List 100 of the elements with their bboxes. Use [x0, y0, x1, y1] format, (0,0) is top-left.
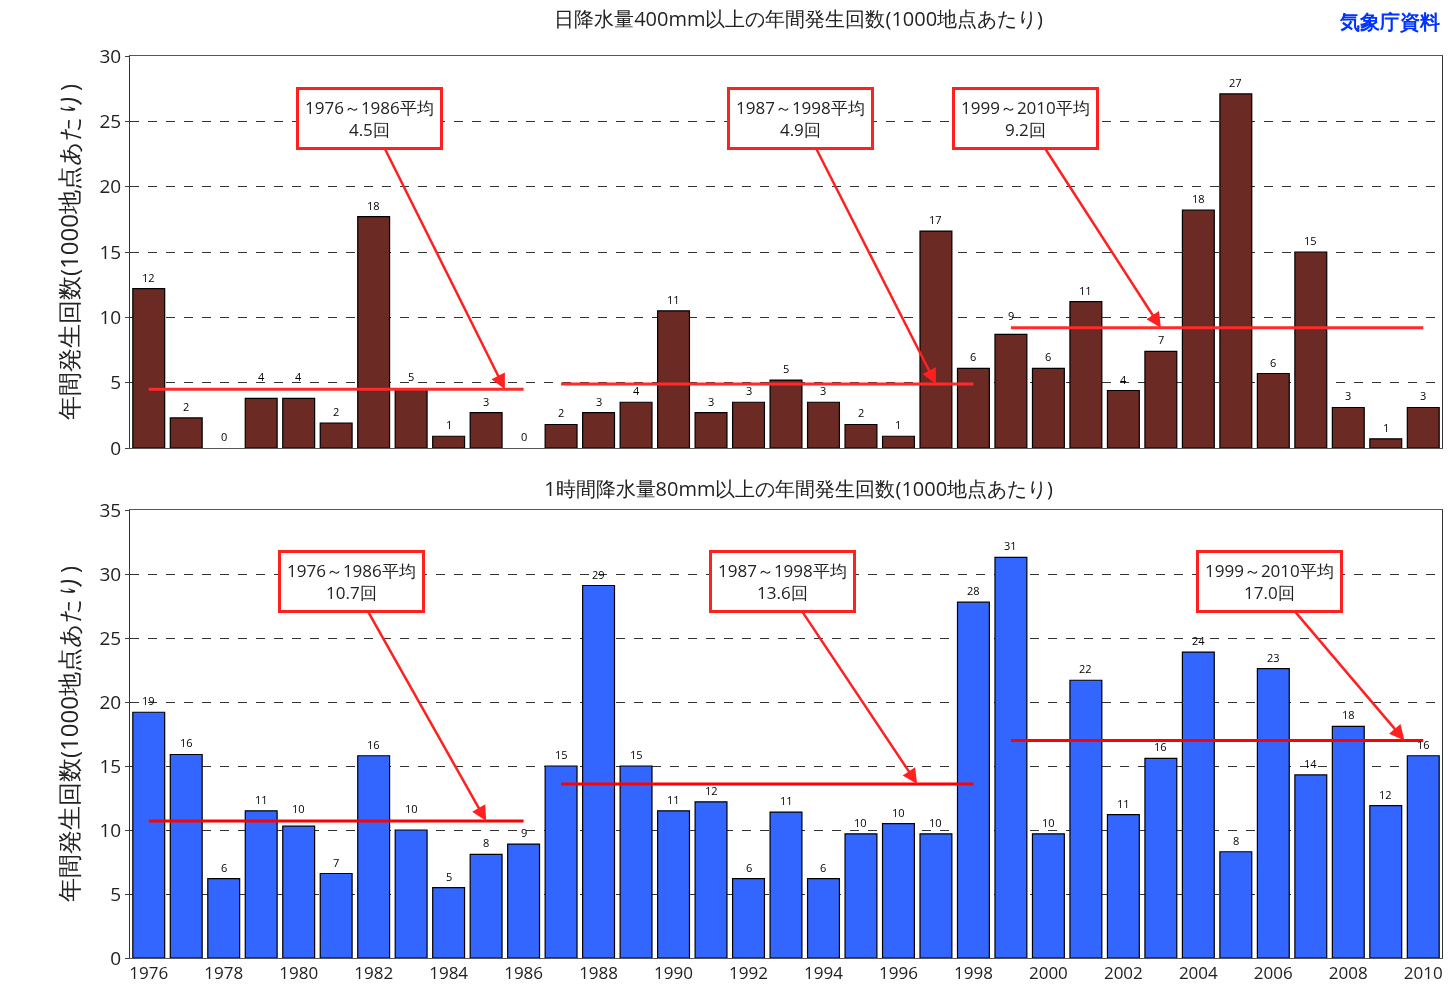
bar: [1031, 367, 1065, 448]
x-tick-label: 2006: [1253, 961, 1293, 985]
bar: [694, 412, 728, 448]
bar: [244, 397, 278, 448]
bar: [1369, 805, 1403, 958]
bar: [432, 435, 466, 448]
x-tick-label: 2010: [1403, 961, 1443, 985]
bar: [282, 397, 316, 448]
bar: [1406, 406, 1440, 448]
bar: [544, 423, 578, 448]
data-label: 4: [633, 383, 640, 398]
data-label: 2: [858, 405, 865, 420]
x-tick-label: 1986: [504, 961, 544, 985]
bar: [731, 401, 766, 448]
data-label: 12: [705, 783, 718, 798]
bar: [1294, 251, 1328, 448]
bar: [956, 601, 990, 958]
y-tick-label: 15: [99, 238, 122, 265]
y-tick-label: 10: [99, 816, 122, 843]
bar: [319, 872, 353, 958]
bar: [1331, 725, 1365, 958]
data-label: 2: [183, 399, 190, 414]
data-label: 9: [1008, 308, 1015, 323]
y-tick-label: 0: [110, 944, 122, 971]
bar: [844, 833, 878, 958]
bar: [282, 825, 316, 958]
bar: [1144, 350, 1178, 448]
data-label: 14: [1304, 756, 1318, 771]
bar: [1256, 668, 1290, 958]
bar: [319, 422, 353, 448]
bar: [582, 412, 616, 448]
y-axis-title: 年間発生回数(1000地点あたり): [51, 83, 85, 421]
data-label: 12: [142, 270, 155, 285]
data-label: 11: [667, 292, 680, 307]
data-label: 2: [333, 404, 340, 419]
y-tick-label: 15: [99, 752, 122, 779]
x-tick-label: 2002: [1103, 961, 1143, 985]
data-label: 4: [295, 369, 302, 384]
bar: [806, 401, 841, 448]
annotation: 1987～1998平均 13.6回: [718, 559, 847, 605]
data-label: 6: [221, 860, 228, 875]
y-tick-label: 10: [99, 303, 122, 330]
bar: [1181, 209, 1215, 448]
data-label: 6: [746, 860, 753, 875]
x-tick-label: 2008: [1328, 961, 1368, 985]
bar: [1256, 372, 1290, 448]
bar: [994, 556, 1028, 958]
bar: [657, 310, 691, 448]
bar: [1144, 757, 1178, 958]
bar: [1181, 651, 1215, 958]
annotation: 1999～2010平均 17.0回: [1205, 559, 1334, 605]
bar: [919, 833, 953, 958]
data-label: 29: [592, 567, 605, 582]
bar: [1031, 833, 1065, 958]
bar: [507, 843, 541, 958]
bar: [657, 810, 691, 958]
data-label: 16: [367, 737, 380, 752]
data-label: 0: [221, 429, 228, 444]
bar: [619, 401, 653, 448]
data-label: 31: [1004, 538, 1017, 553]
x-tick-label: 1988: [579, 961, 619, 985]
y-tick-label: 20: [99, 688, 122, 715]
bar: [244, 810, 278, 958]
bar: [582, 584, 616, 958]
x-tick-label: 1990: [654, 961, 693, 985]
data-label: 10: [854, 815, 867, 830]
x-tick-label: 1982: [354, 961, 394, 985]
data-label: 5: [446, 869, 453, 884]
data-label: 8: [483, 835, 490, 850]
data-label: 3: [483, 394, 490, 409]
data-label: 3: [596, 394, 603, 409]
bar: [806, 878, 841, 958]
data-label: 12: [1379, 787, 1392, 802]
data-label: 1: [1383, 420, 1390, 435]
bar: [544, 765, 578, 958]
x-tick-label: 1992: [729, 961, 768, 985]
data-label: 0: [521, 429, 528, 444]
bar: [132, 711, 166, 958]
data-label: 11: [780, 793, 793, 808]
data-label: 2: [558, 405, 565, 420]
data-label: 3: [820, 383, 827, 398]
bar: [769, 379, 803, 448]
annotation: 1999～2010平均 9.2回: [961, 96, 1090, 142]
x-tick-label: 1980: [279, 961, 319, 985]
bar: [207, 878, 241, 958]
bar: [357, 755, 391, 958]
data-label: 3: [746, 383, 753, 398]
data-label: 17: [929, 212, 942, 227]
y-tick-label: 35: [99, 496, 122, 523]
bar: [731, 878, 766, 958]
data-label: 5: [783, 361, 790, 376]
data-label: 9: [521, 825, 528, 840]
data-label: 16: [1154, 739, 1167, 754]
bar: [881, 435, 915, 448]
bar: [394, 388, 428, 448]
y-tick-label: 0: [110, 434, 122, 461]
bar: [432, 887, 466, 958]
bar: [694, 801, 728, 958]
bar: [769, 811, 803, 958]
bar: [956, 367, 990, 448]
